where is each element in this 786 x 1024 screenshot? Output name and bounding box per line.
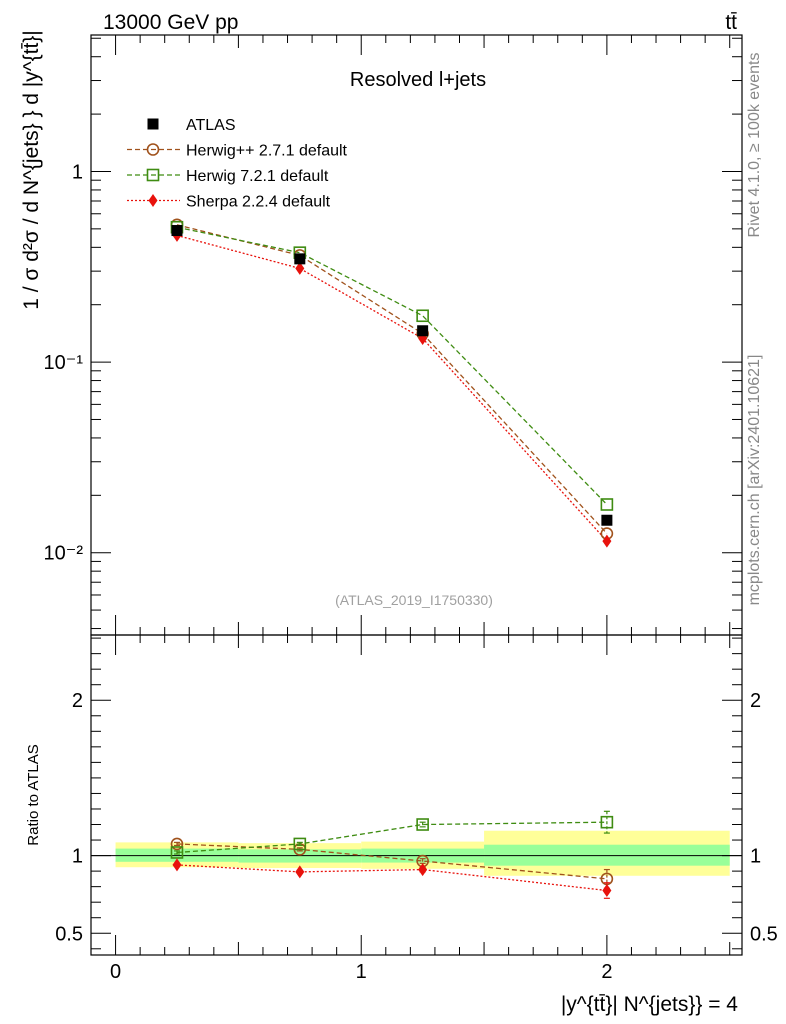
legend-marker xyxy=(146,143,160,156)
ratio-data-point xyxy=(418,863,428,877)
ratio-series-line xyxy=(176,843,607,880)
main-data-point xyxy=(600,498,614,511)
ratio-y-tick-label-right: 2 xyxy=(750,690,761,712)
main-data-point xyxy=(295,261,305,275)
main-y-tick-label: 10⁻² xyxy=(44,543,84,565)
main-ticks xyxy=(91,35,742,635)
legend: ATLAS Herwig++ 2.7.1 default Herwig 7.2.1 … xyxy=(127,117,348,211)
ratio-data-point xyxy=(416,818,429,831)
ratio-data-point xyxy=(602,884,612,898)
ratio-data-point xyxy=(170,837,184,851)
legend-marker xyxy=(148,194,158,207)
main-panel: Resolved l+jets (ATLAS_2019_I1750330) 11… xyxy=(20,30,743,636)
ratio-data-point xyxy=(600,815,614,829)
analysis-label: (ATLAS_2019_I1750330) xyxy=(335,592,493,608)
main-series-line xyxy=(176,226,608,505)
mcplots-label: mcplots.cern.ch [arXiv:2401.10621] xyxy=(746,355,763,606)
ratio-data-point xyxy=(170,846,184,859)
ratio-y-tick-label-left: 1 xyxy=(72,846,83,868)
legend-marker xyxy=(146,168,160,182)
x-tick-label: 1 xyxy=(356,961,367,983)
main-data-point xyxy=(602,534,612,548)
ratio-data-point xyxy=(293,837,307,851)
main-data-point xyxy=(417,325,429,337)
ratio-y-tick-label-right: 0.5 xyxy=(750,923,778,945)
legend-label: Herwig++ 2.7.1 default xyxy=(186,143,348,160)
x-axis-label: |y^{tt̄}| N^{jets}} = 4 xyxy=(561,993,738,1016)
process-label: tt̄ xyxy=(725,11,737,34)
main-series xyxy=(170,218,614,548)
ratio-data-point xyxy=(295,865,305,879)
x-tick-label: 2 xyxy=(601,961,612,983)
main-data-point xyxy=(171,225,183,237)
ratio-y-tick-label-left: 2 xyxy=(72,690,83,712)
ratio-y-tick-label-left: 0.5 xyxy=(55,923,83,945)
main-data-point xyxy=(294,253,306,265)
main-data-point xyxy=(416,309,429,323)
ratio-y-tick-labels: 0.5 0.5 1 1 2 2 xyxy=(55,690,778,945)
ratio-series-line xyxy=(176,864,607,892)
main-y-axis-label: 1 / σ d²σ / d N^{jets} } d |y^{tt̄}| xyxy=(20,30,43,310)
ratio-frame xyxy=(90,634,743,956)
rivet-version-label: Rivet 4.1.0, ≥ 100k events xyxy=(746,53,763,238)
main-y-tick-label: 1 xyxy=(72,161,83,183)
ratio-ticks xyxy=(91,635,742,955)
main-series-line xyxy=(176,234,608,542)
x-tick-label: 0 xyxy=(110,961,121,983)
legend-label: Sherpa 2.2.4 default xyxy=(186,194,331,211)
ratio-panel: 0.5 0.5 1 1 2 2 0 1 2 Ratio to ATLAS |y^{tt̄}| … xyxy=(25,634,778,1016)
ratio-y-axis-label: Ratio to ATLAS xyxy=(25,744,42,845)
ratio-series-line xyxy=(176,821,607,854)
legend-marker xyxy=(147,118,159,130)
main-y-tick-labels: 1 10⁻¹ 10⁻² xyxy=(44,161,84,564)
main-y-tick-label: 10⁻¹ xyxy=(44,352,84,374)
chart-title: Resolved l+jets xyxy=(350,69,486,91)
legend-label: ATLAS xyxy=(186,117,236,134)
main-series-line xyxy=(176,224,608,535)
main-data-point xyxy=(601,514,613,526)
ratio-data-point xyxy=(172,858,182,872)
x-tick-labels: 0 1 2 xyxy=(110,961,612,983)
energy-label: 13000 GeV pp xyxy=(103,11,238,34)
legend-label: Herwig 7.2.1 default xyxy=(186,168,329,185)
ratio-series xyxy=(170,810,614,899)
ratio-y-tick-label-right: 1 xyxy=(750,846,761,868)
